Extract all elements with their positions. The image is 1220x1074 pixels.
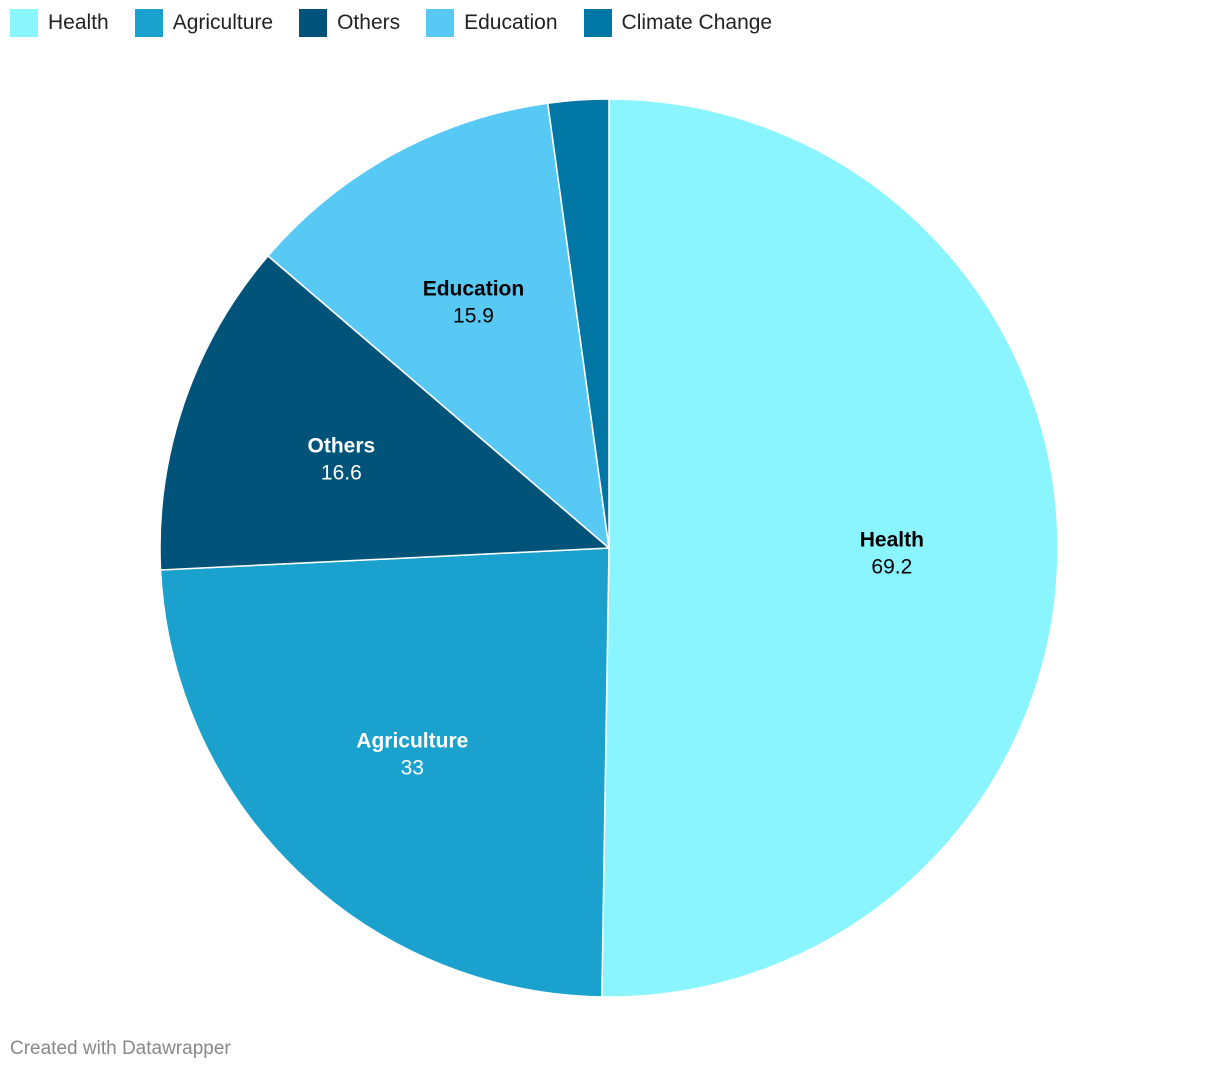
legend-swatch [299,9,328,37]
legend-label: Agriculture [172,11,274,34]
legend-label: Climate Change [621,11,773,34]
slice-label: Education [423,278,525,301]
slice-label: Health [860,528,924,551]
legend-item: Agriculture [134,9,274,37]
legend-label: Health [48,11,109,34]
legend-swatch [134,9,163,37]
pie-slice-health [601,98,1059,998]
pie-slice-others [159,254,611,571]
credit-text: Created with Datawrapper [10,1038,231,1059]
slice-label: Agriculture [356,729,468,752]
legend-swatch [583,9,612,37]
legend-swatch [10,9,38,37]
legend-label: Education [464,11,558,34]
slice-value-label: 33 [401,756,424,779]
legend-label: Others [337,11,401,34]
pie-slice-climate-change [546,98,610,549]
legend: Health Agriculture Others Education Climate … [10,9,798,37]
pie-slice-agriculture [159,547,610,998]
pie-slice-education [266,102,611,550]
legend-item: Education [426,9,558,37]
legend-item: Others [299,9,400,37]
legend-item: Health [10,9,109,37]
legend-item: Climate Change [583,9,773,37]
slice-label: Others [308,434,376,457]
slice-value-label: 69.2 [871,555,912,578]
slice-value-label: 16.6 [321,461,362,484]
legend-swatch [426,9,455,37]
slice-value-label: 15.9 [453,305,494,328]
